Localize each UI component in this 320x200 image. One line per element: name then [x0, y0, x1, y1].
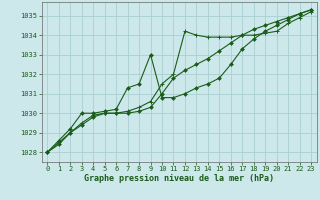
X-axis label: Graphe pression niveau de la mer (hPa): Graphe pression niveau de la mer (hPa) — [84, 174, 274, 183]
